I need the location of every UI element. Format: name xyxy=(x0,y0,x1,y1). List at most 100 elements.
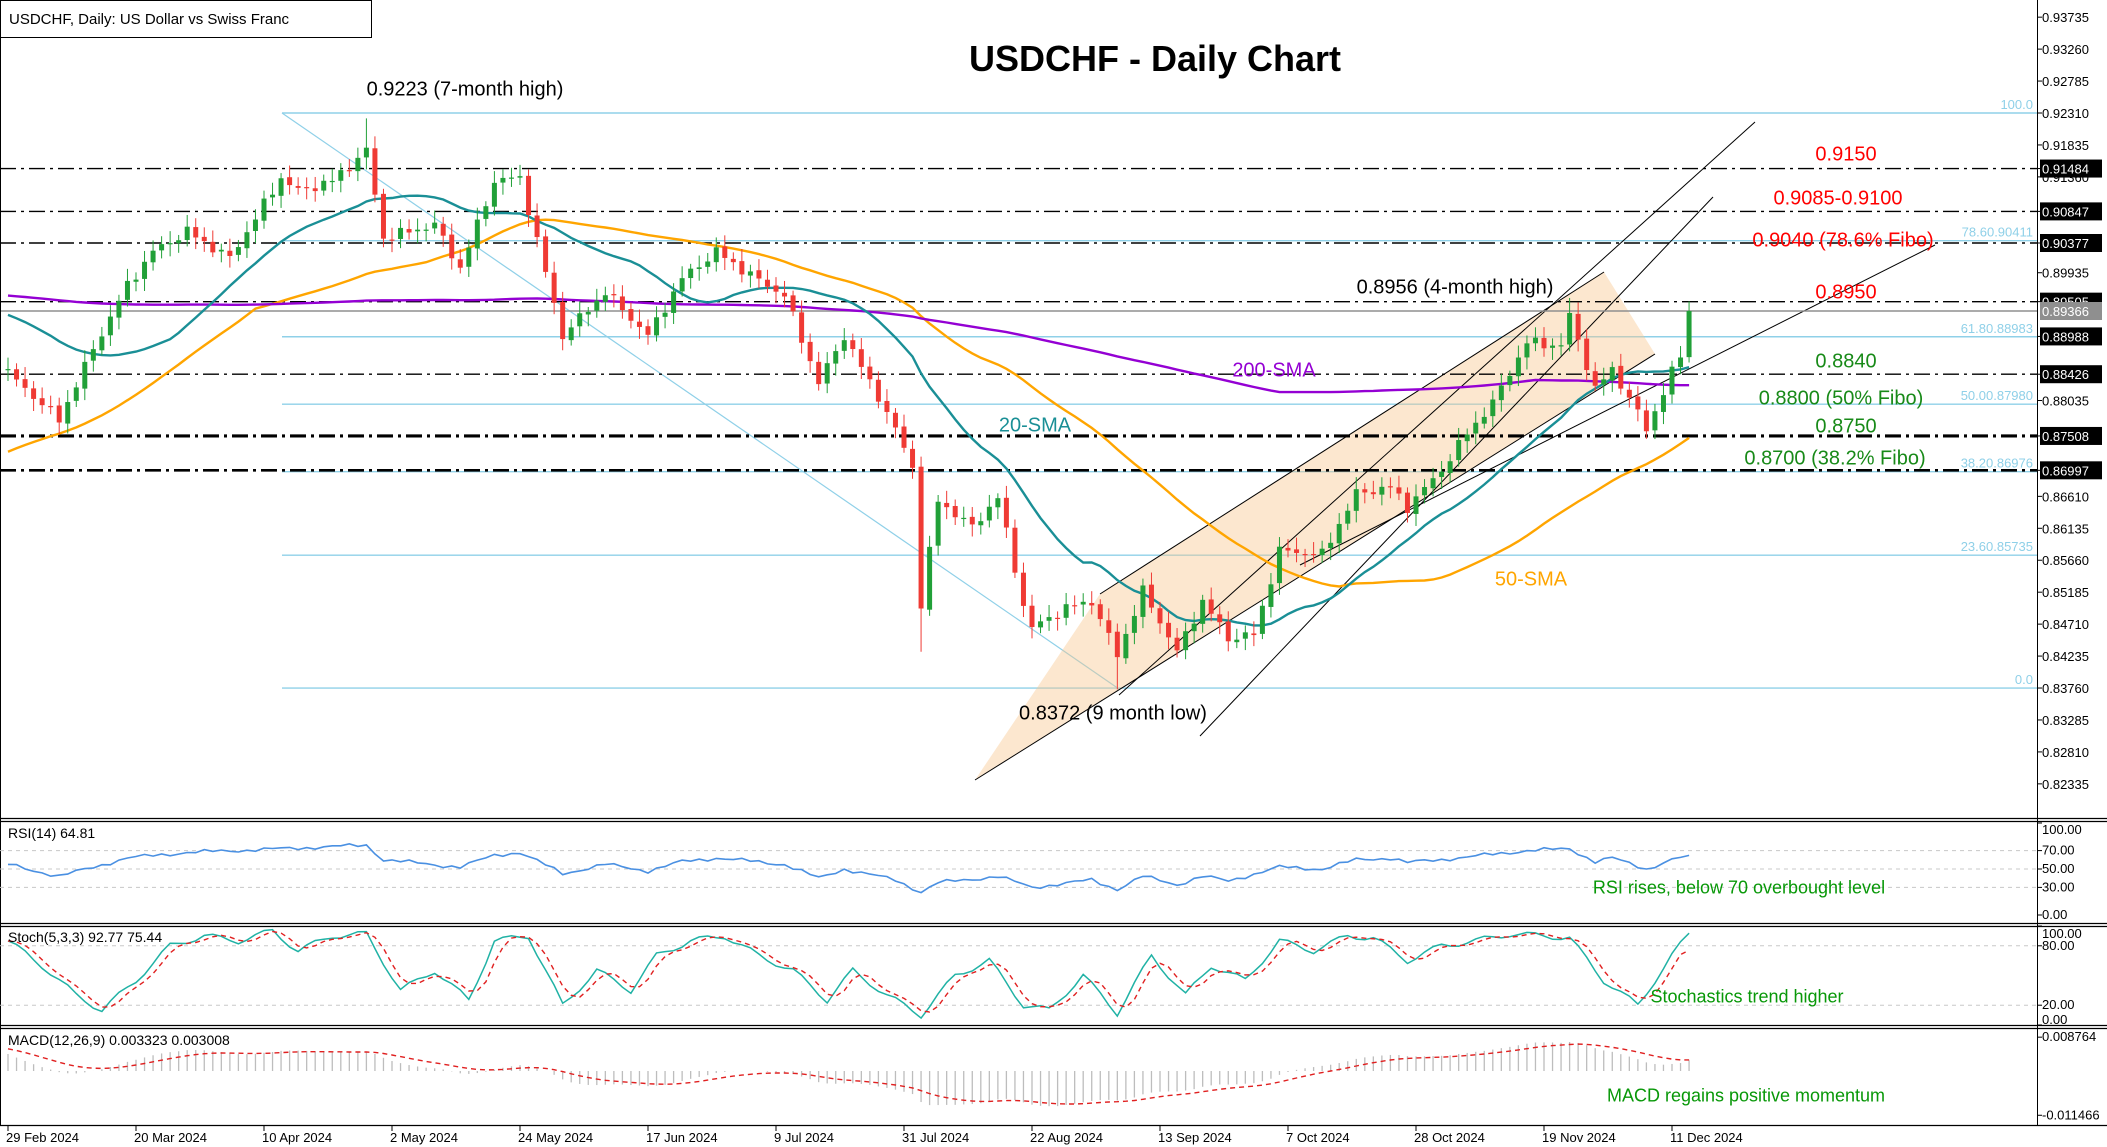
price-tick-label: 0.86135 xyxy=(2042,521,2089,536)
price-tick-label: 0.86610 xyxy=(2042,489,2089,504)
candle-body xyxy=(790,295,796,312)
candle-body xyxy=(338,170,344,181)
date-tick-label: 19 Nov 2024 xyxy=(1542,1130,1616,1145)
sr-price-box-label: 0.90847 xyxy=(2042,204,2089,219)
candle-body xyxy=(1234,639,1240,643)
candle-body xyxy=(150,250,156,263)
candle-body xyxy=(1362,489,1368,493)
candle-body xyxy=(1140,585,1146,617)
candle-body xyxy=(1464,434,1470,442)
candle-body xyxy=(1404,492,1410,513)
macd-note: MACD regains positive momentum xyxy=(1606,1085,1886,1106)
candle-body xyxy=(1038,621,1044,628)
price-tick-label: 0.92310 xyxy=(2042,106,2089,121)
candle-body xyxy=(500,177,506,183)
candle-body xyxy=(602,295,608,302)
candle-body xyxy=(1294,549,1300,553)
candle-body xyxy=(346,170,352,172)
support-resistance-layer xyxy=(0,167,2037,472)
candle-body xyxy=(1319,548,1325,556)
candle-body xyxy=(526,175,532,216)
candle-body xyxy=(329,180,335,183)
candle-body xyxy=(756,270,762,279)
sr-price-box xyxy=(2040,365,2102,384)
candle-body xyxy=(1020,572,1026,606)
price-event-annotation: 0.8956 (4-month high) xyxy=(1356,276,1554,299)
stoch-d-line xyxy=(7,930,1690,1013)
candle-body xyxy=(577,313,583,327)
candle-body xyxy=(1097,604,1103,620)
rsi-parameters-label: RSI(14) 64.81 xyxy=(8,825,96,841)
candle-body xyxy=(619,296,625,311)
candle-body xyxy=(1328,542,1334,549)
sma-20-line xyxy=(7,194,1690,627)
candle-body xyxy=(116,300,122,318)
candle-body xyxy=(978,521,984,526)
macd-parameters-label: MACD(12,26,9) 0.003323 0.003008 xyxy=(8,1032,230,1048)
candle-body xyxy=(491,182,497,207)
candle-body xyxy=(1106,620,1112,633)
candle-body xyxy=(1174,637,1180,651)
candle-body xyxy=(82,361,88,389)
rsi-axis-label: 30.00 xyxy=(2042,879,2075,894)
stoch-axis-label: 100.00 xyxy=(2042,926,2082,941)
candle-body xyxy=(1660,395,1666,412)
price-tick-label: 0.92785 xyxy=(2042,74,2089,89)
price-tick-label: 0.91835 xyxy=(2042,138,2089,153)
candle-body xyxy=(1626,389,1632,398)
candle-body xyxy=(321,180,327,191)
candle-body xyxy=(969,516,975,525)
candle-body xyxy=(278,178,284,196)
price-tick-label: 0.84710 xyxy=(2042,617,2089,632)
chart-main-title: USDCHF - Daily Chart xyxy=(968,38,1342,79)
price-tick-label: 0.93260 xyxy=(2042,42,2089,57)
candle-body xyxy=(875,379,881,402)
candle-body xyxy=(270,194,276,198)
sr-price-box xyxy=(2040,159,2102,178)
date-tick-label: 28 Oct 2024 xyxy=(1414,1130,1485,1145)
price-tick-label: 0.89935 xyxy=(2042,266,2089,281)
sma-50-line xyxy=(7,218,1690,588)
support-level-label: 0.8750 xyxy=(1815,415,1877,438)
candle-body xyxy=(1524,343,1530,358)
candle-body xyxy=(1012,527,1018,573)
candle-body xyxy=(124,280,130,300)
candle-body xyxy=(654,317,660,336)
sr-price-box-label: 0.91484 xyxy=(2042,162,2089,177)
fibo-level-label: 0.0 xyxy=(2015,672,2033,687)
channel-edge-line xyxy=(974,353,1656,781)
candle-body xyxy=(1353,489,1359,511)
rsi-note: RSI rises, below 70 overbought level xyxy=(1592,877,1886,898)
candle-body xyxy=(389,239,395,241)
candle-body xyxy=(1259,605,1265,634)
candle-body xyxy=(1498,385,1504,401)
candle-body xyxy=(252,219,258,232)
rsi-axis-label: 50.00 xyxy=(2042,861,2075,876)
candle-body xyxy=(764,279,770,287)
candle-body xyxy=(1225,621,1231,642)
support-level-label: 0.8700 (38.2% Fibo) xyxy=(1744,447,1926,470)
candle-body xyxy=(1447,461,1453,474)
candle-body xyxy=(739,261,745,275)
candle-body xyxy=(22,379,28,388)
fibo-level-label: 38.20.86976 xyxy=(1961,456,2033,471)
price-tick-label: 0.84235 xyxy=(2042,649,2089,664)
date-tick-label: 11 Dec 2024 xyxy=(1670,1130,1743,1145)
price-event-annotation: 0.9223 (7-month high) xyxy=(366,78,564,101)
candle-body xyxy=(1242,632,1248,639)
candle-body xyxy=(449,234,455,259)
candle-body xyxy=(722,246,728,258)
candle-body xyxy=(184,226,190,240)
sr-price-box xyxy=(2040,461,2102,480)
price-tick-label: 0.82810 xyxy=(2042,745,2089,760)
candle-body xyxy=(363,147,369,158)
candle-body xyxy=(1609,367,1615,381)
candle-body xyxy=(1575,313,1581,340)
sr-price-box xyxy=(2040,327,2102,346)
candle-body xyxy=(628,309,634,321)
price-tick-label: 0.88035 xyxy=(2042,394,2089,409)
candle-body xyxy=(671,291,677,313)
